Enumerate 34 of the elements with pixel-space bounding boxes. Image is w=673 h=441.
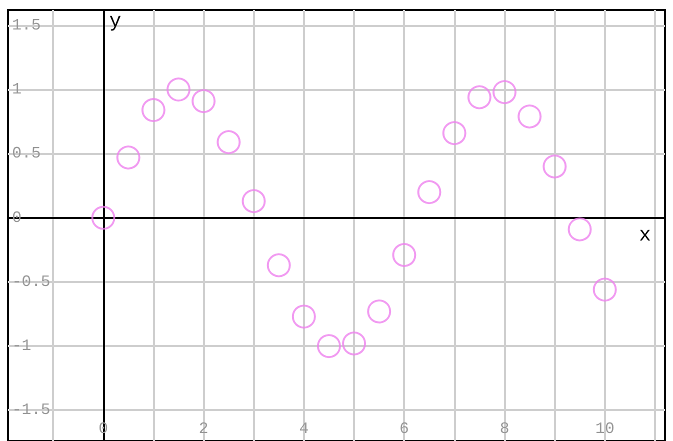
point [592, 278, 617, 302]
y-tick-label: -1 [12, 337, 32, 356]
x-tick-label: 8 [500, 420, 510, 438]
x-axis-title: x [638, 224, 651, 248]
point [568, 217, 592, 242]
point [91, 206, 116, 230]
y-tick-label: -0.5 [12, 272, 50, 291]
point [216, 130, 241, 154]
point [192, 89, 216, 114]
y-tick-label: -1.5 [12, 401, 50, 420]
x-tick-label: 10 [595, 420, 614, 438]
point [141, 98, 166, 122]
point [166, 78, 191, 102]
point [442, 121, 466, 146]
y-tick-label: 0.5 [12, 144, 41, 163]
point [116, 146, 140, 170]
x-tick-label: 2 [198, 420, 208, 438]
point [317, 334, 341, 358]
y-tick-label: 1 [12, 80, 22, 99]
point [292, 304, 316, 329]
point [467, 85, 492, 110]
point [417, 180, 442, 204]
point [542, 154, 567, 178]
y-tick-label: 1.5 [12, 16, 41, 34]
point [242, 189, 266, 214]
point [367, 299, 392, 324]
point [342, 332, 366, 356]
x-tick-label: 6 [399, 420, 410, 438]
point [266, 253, 291, 278]
x-tick-label: 4 [299, 420, 309, 438]
point [492, 80, 517, 104]
point [392, 243, 416, 267]
point [518, 104, 542, 128]
y-axis-title: y [109, 10, 122, 34]
